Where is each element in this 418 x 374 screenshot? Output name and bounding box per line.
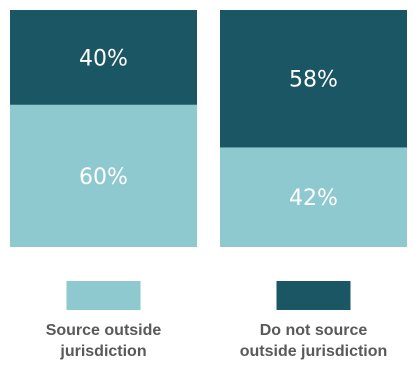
bar-segment-2-1 xyxy=(220,147,407,247)
legend-swatch-1 xyxy=(66,281,141,310)
legend-swatches-group xyxy=(66,281,351,310)
category-label-2-line-2: outside jurisdiction xyxy=(240,343,388,360)
data-label-1-2: 40% xyxy=(79,46,128,71)
category-label-1-line-2: jurisdiction xyxy=(59,343,146,360)
data-label-1-1: 60% xyxy=(79,165,128,190)
legend-swatch-2 xyxy=(276,281,351,310)
data-labels-group: 60% 40% 42% 58% xyxy=(79,46,338,211)
data-label-2-2: 58% xyxy=(289,68,338,93)
category-label-1-line-1: Source outside xyxy=(46,322,162,339)
bar-segment-1-2 xyxy=(10,10,197,105)
bars-group xyxy=(10,10,407,247)
data-label-2-1: 42% xyxy=(289,186,338,211)
bar-segment-1-1 xyxy=(10,104,197,247)
category-labels-group: Source outside jurisdiction Do not source o… xyxy=(46,322,388,360)
category-label-2-line-1: Do not source xyxy=(260,322,368,339)
bar-segment-2-2 xyxy=(220,10,407,148)
